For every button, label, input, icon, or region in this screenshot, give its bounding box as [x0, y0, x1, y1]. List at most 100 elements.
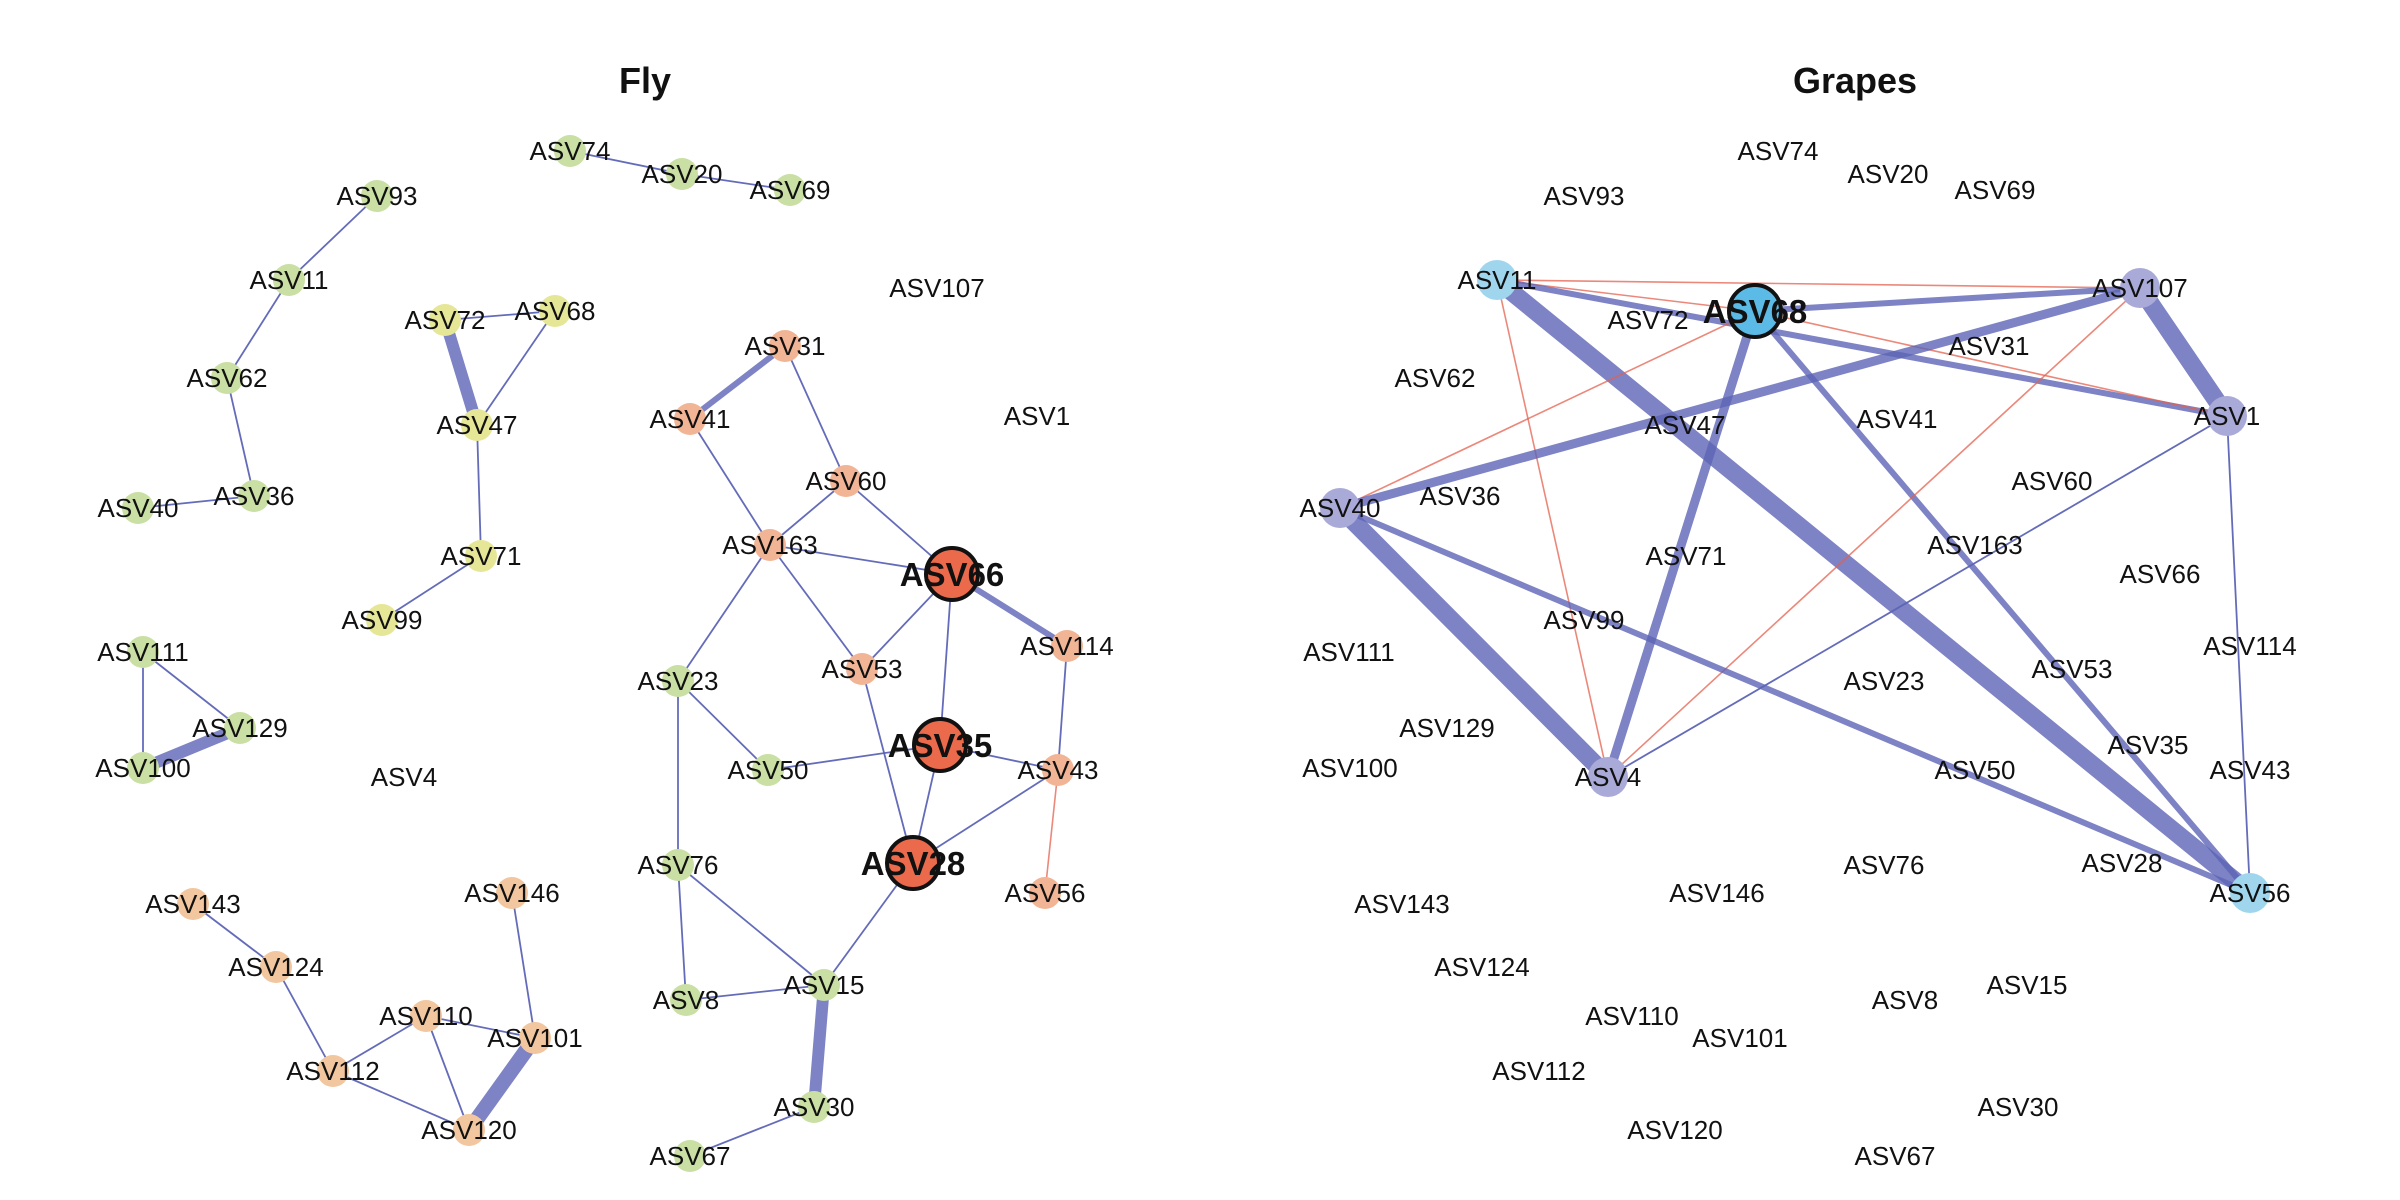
node-label-asv62: ASV62 — [187, 363, 268, 393]
node-asv146 — [496, 877, 528, 909]
node-label-asv40: ASV40 — [1300, 493, 1381, 523]
edge-asv163-asv66 — [769, 544, 953, 575]
edge-asv68-asv47 — [476, 310, 556, 426]
edge-asv163-asv23 — [677, 544, 771, 682]
node-asv31 — [769, 330, 801, 362]
node-label-asv20: ASV20 — [1848, 159, 1929, 189]
grapes-nodes: ASV74 ASV20 ASV69 ASV93 ASV11 ASV68 ASV72 ASV10… — [1300, 136, 2297, 1171]
node-label-asv74: ASV74 — [1738, 136, 1819, 166]
node-label-asv100: ASV100 — [95, 753, 190, 783]
node-label-asv23: ASV23 — [1844, 666, 1925, 696]
node-label-asv111: ASV111 — [97, 637, 189, 667]
node-label-asv28: ASV28 — [861, 845, 966, 882]
edge-asv72-asv68 — [444, 310, 556, 321]
edge-asv114-asv43 — [1057, 645, 1068, 771]
edge-asv163-asv53 — [769, 544, 863, 670]
node-label-asv35: ASV35 — [888, 727, 993, 764]
node-label-asv11: ASV11 — [249, 265, 328, 295]
fly-nodes: ASV74 ASV20 ASV69 ASV93 ASV11 ASV62 ASV40 ASV36… — [95, 135, 1114, 1172]
node-asv8 — [670, 984, 702, 1016]
node-label-asv110: ASV110 — [1585, 1001, 1678, 1031]
edge-asv112-asv110 — [332, 1015, 427, 1072]
edge-asv53-asv28 — [861, 668, 914, 864]
node-label-asv50: ASV50 — [728, 755, 809, 785]
node-label-asv28: ASV28 — [2082, 848, 2163, 878]
edge-asv110-asv101 — [425, 1015, 536, 1039]
edge-asv74-asv20 — [569, 150, 683, 175]
node-asv72 — [429, 304, 461, 336]
edge-asv11-asv4 — [1496, 279, 1609, 778]
node-asv28 — [885, 835, 941, 891]
edge-asv110-asv120 — [425, 1015, 470, 1131]
edge-asv11-asv56 — [1488, 271, 2259, 902]
node-label-asv20: ASV20 — [642, 159, 723, 189]
node-label-asv120: ASV120 — [1627, 1115, 1722, 1145]
node-asv110 — [410, 1000, 442, 1032]
node-label-asv69: ASV69 — [750, 175, 831, 205]
node-label-asv111: ASV111 — [1303, 637, 1395, 667]
node-label-asv146: ASV146 — [1669, 878, 1764, 908]
node-label-asv62: ASV62 — [1395, 363, 1476, 393]
edge-asv68-asv107 — [1752, 285, 2143, 314]
edge-asv11-asv1 — [1494, 277, 2230, 419]
node-asv71 — [465, 540, 497, 572]
node-asv112 — [317, 1055, 349, 1087]
node-asv23 — [662, 665, 694, 697]
edge-asv11-asv62 — [226, 279, 290, 379]
edge-asv8-asv15 — [685, 984, 825, 1001]
node-label-asv15: ASV15 — [784, 970, 865, 1000]
node-label-asv114: ASV114 — [2203, 631, 2296, 661]
node-asv93 — [361, 180, 393, 212]
node-label-asv35: ASV35 — [2108, 730, 2189, 760]
node-label-asv112: ASV112 — [1492, 1056, 1585, 1086]
node-label-asv76: ASV76 — [638, 850, 719, 880]
node-label-asv71: ASV71 — [441, 541, 522, 571]
edge-asv60-asv163 — [769, 480, 847, 546]
node-asv56 — [1029, 877, 1061, 909]
node-asv1 — [2207, 396, 2247, 436]
node-label-asv129: ASV129 — [192, 713, 287, 743]
fly-edges — [137, 150, 1070, 1157]
node-label-asv1: ASV1 — [2194, 401, 2261, 431]
node-label-asv30: ASV30 — [1978, 1092, 2059, 1122]
node-asv62 — [211, 362, 243, 394]
node-label-asv107: ASV107 — [889, 273, 984, 303]
node-label-asv67: ASV67 — [650, 1141, 731, 1171]
edge-asv76-asv8 — [677, 864, 687, 1001]
edge-asv111-asv129 — [142, 651, 241, 729]
node-label-asv107: ASV107 — [2092, 273, 2187, 303]
node-asv120 — [453, 1114, 485, 1146]
node-label-asv4: ASV4 — [1575, 762, 1642, 792]
node-label-asv114: ASV114 — [1020, 631, 1113, 661]
node-asv41 — [674, 403, 706, 435]
node-asv101 — [519, 1022, 551, 1054]
edge-asv68-asv4 — [1603, 306, 1760, 782]
node-label-asv68: ASV68 — [1703, 293, 1808, 330]
node-asv99 — [366, 604, 398, 636]
node-asv43 — [1042, 754, 1074, 786]
node-label-asv69: ASV69 — [1955, 175, 2036, 205]
edge-asv107-asv1 — [2131, 279, 2236, 425]
node-label-asv67: ASV67 — [1855, 1141, 1936, 1171]
panel-title-fly: Fly — [619, 60, 671, 101]
node-label-asv66: ASV66 — [2120, 559, 2201, 589]
node-label-asv4: ASV4 — [371, 762, 438, 792]
node-asv67 — [674, 1140, 706, 1172]
node-label-asv53: ASV53 — [822, 654, 903, 684]
node-label-asv31: ASV31 — [745, 331, 826, 361]
node-label-asv74: ASV74 — [530, 136, 611, 166]
node-label-asv143: ASV143 — [145, 889, 240, 919]
edge-asv36-asv40 — [137, 495, 255, 509]
edge-asv68-asv56 — [1752, 308, 2253, 896]
node-label-asv43: ASV43 — [1018, 755, 1099, 785]
node-label-asv76: ASV76 — [1844, 850, 1925, 880]
node-asv107 — [2120, 268, 2160, 308]
edge-asv62-asv36 — [226, 377, 255, 497]
node-asv143 — [177, 888, 209, 920]
edge-asv101-asv120 — [461, 1030, 543, 1138]
edge-asv107-asv4 — [1607, 287, 2141, 778]
node-label-asv110: ASV110 — [379, 1001, 472, 1031]
edge-asv107-asv40 — [1335, 283, 2145, 513]
edge-asv76-asv15 — [677, 864, 825, 986]
